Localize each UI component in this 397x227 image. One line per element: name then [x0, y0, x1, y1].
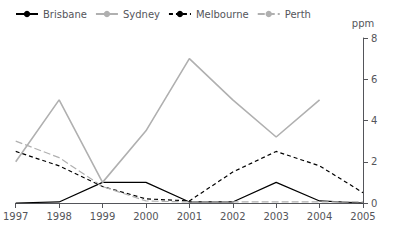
svg-text:0: 0 — [371, 198, 377, 209]
svg-text:2: 2 — [371, 156, 377, 167]
svg-text:Brisbane: Brisbane — [43, 9, 87, 20]
svg-text:2004: 2004 — [307, 211, 332, 222]
svg-text:4: 4 — [371, 115, 377, 126]
svg-text:Perth: Perth — [285, 9, 311, 20]
svg-text:1999: 1999 — [90, 211, 115, 222]
svg-text:2005: 2005 — [350, 211, 375, 222]
svg-text:8: 8 — [371, 33, 377, 44]
svg-text:ppm: ppm — [352, 18, 374, 29]
svg-text:1998: 1998 — [46, 211, 71, 222]
svg-text:6: 6 — [371, 74, 377, 85]
svg-text:Melbourne: Melbourne — [196, 9, 249, 20]
svg-text:2002: 2002 — [220, 211, 245, 222]
svg-text:Sydney: Sydney — [123, 9, 160, 20]
svg-text:2000: 2000 — [133, 211, 158, 222]
svg-text:1997: 1997 — [3, 211, 28, 222]
svg-text:2003: 2003 — [263, 211, 288, 222]
svg-text:2001: 2001 — [177, 211, 202, 222]
